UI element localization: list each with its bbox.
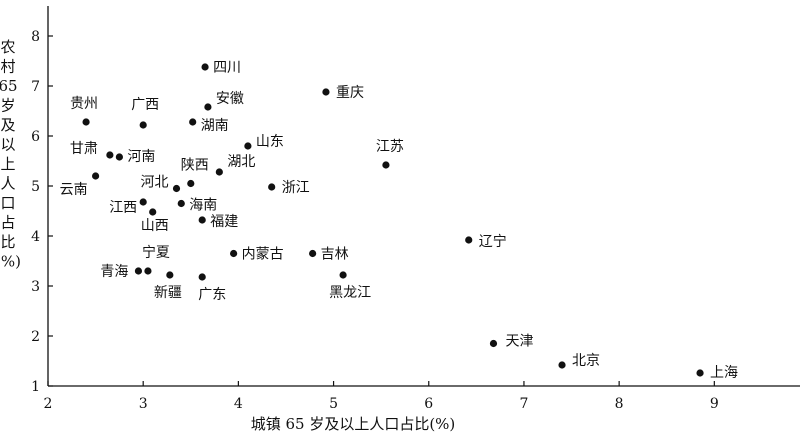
- point-label: 海南: [189, 198, 217, 214]
- point-label: 云南: [60, 182, 88, 198]
- x-axis-label: 城镇 65 岁及以上人口占比(%): [251, 415, 456, 433]
- point-label: 天津: [505, 334, 533, 350]
- point-label: 山东: [256, 134, 284, 150]
- data-point: [230, 249, 238, 258]
- data-point: [177, 199, 185, 208]
- y-tick-label: 1: [31, 379, 40, 395]
- data-point: [172, 184, 181, 193]
- x-tick-label: 8: [615, 396, 624, 412]
- y-tick-label: 4: [31, 229, 40, 245]
- x-tick-label: 2: [44, 396, 53, 412]
- x-tick-label: 4: [234, 396, 243, 412]
- data-point: [139, 121, 147, 129]
- point-label: 宁夏: [142, 244, 170, 261]
- data-point: [309, 249, 317, 258]
- point-label: 陕西: [181, 158, 209, 174]
- x-tick-label: 7: [519, 396, 528, 412]
- axes: [47, 6, 800, 387]
- data-point: [215, 168, 223, 176]
- point-label: 湖北: [227, 154, 255, 170]
- y-axis-label-char: 以: [0, 136, 15, 154]
- data-point: [322, 88, 330, 96]
- y-axis-label-char: (%): [0, 253, 21, 271]
- point-label: 内蒙古: [242, 247, 284, 263]
- point-label: 青海: [100, 264, 128, 280]
- y-axis-label-char: 口: [0, 194, 15, 212]
- y-tick-label: 6: [31, 129, 40, 145]
- data-point: [489, 339, 498, 348]
- point-label: 吉林: [321, 247, 349, 263]
- data-point: [696, 369, 704, 377]
- point-label: 安徽: [216, 91, 244, 107]
- x-tick-label: 9: [710, 396, 719, 412]
- point-label: 黑龙江: [329, 285, 371, 301]
- point-label: 江苏: [376, 139, 404, 155]
- x-tick-label: 5: [329, 396, 338, 412]
- point-label: 河北: [141, 175, 169, 191]
- data-point: [91, 172, 100, 180]
- y-tick-label: 7: [31, 79, 40, 95]
- point-label: 北京: [572, 353, 600, 369]
- data-points: 四川重庆贵州 广西 安徽湖南山东 甘肃河南 江苏湖北 陕西云南 河北 浙江海南 江西山西 福建辽宁…: [60, 60, 738, 381]
- y-axis-label-char: 上: [0, 155, 15, 173]
- y-axis-label-char: 人: [0, 175, 15, 193]
- y-axis-label-char: 占: [0, 214, 15, 232]
- data-point: [115, 153, 123, 161]
- data-point: [465, 236, 473, 244]
- point-label: 辽宁: [479, 233, 507, 250]
- y-axis-label-char: 农: [0, 38, 15, 56]
- data-point: [268, 183, 276, 191]
- data-point: [558, 361, 566, 369]
- point-label: 上海: [710, 365, 738, 381]
- point-label: 四川: [213, 60, 241, 76]
- y-axis-label-char: 及: [0, 116, 15, 134]
- point-label: 江西: [109, 200, 137, 216]
- point-label: 甘肃: [70, 141, 98, 157]
- y-tick-label: 8: [31, 29, 40, 45]
- data-point: [198, 216, 206, 224]
- point-label: 山西: [141, 218, 169, 234]
- data-point: [139, 198, 147, 206]
- data-point: [106, 151, 114, 159]
- y-tick-label: 5: [31, 179, 40, 195]
- y-tick-label: 2: [31, 329, 40, 345]
- y-axis-label-char: 村: [0, 58, 15, 76]
- data-point: [82, 118, 90, 126]
- point-label: 福建: [210, 214, 238, 230]
- data-point: [382, 161, 390, 169]
- point-label: 浙江: [282, 180, 310, 196]
- data-point: [144, 267, 152, 275]
- point-label: 河南: [127, 149, 155, 165]
- data-point: [149, 208, 157, 216]
- data-point: [187, 179, 195, 188]
- point-label: 广西: [131, 97, 159, 113]
- data-point: [189, 118, 197, 126]
- point-label: 贵州: [70, 96, 98, 112]
- data-point: [244, 142, 252, 150]
- y-axis-label-char: 岁: [0, 97, 15, 115]
- point-label: 新疆: [154, 285, 182, 301]
- data-point: [201, 63, 209, 71]
- x-tick-label: 6: [424, 396, 433, 412]
- data-point: [204, 103, 212, 111]
- x-tick-label: 3: [139, 396, 148, 412]
- data-point: [134, 267, 143, 275]
- data-point: [198, 273, 206, 281]
- y-axis-label-char: 65: [0, 77, 18, 95]
- data-point: [339, 271, 347, 279]
- point-label: 重庆: [336, 85, 364, 101]
- point-label: 广东: [198, 287, 226, 303]
- point-label: 湖南: [201, 118, 229, 134]
- data-point: [166, 271, 174, 279]
- y-axis-label-char: 比: [0, 233, 15, 251]
- y-tick-label: 3: [31, 279, 40, 295]
